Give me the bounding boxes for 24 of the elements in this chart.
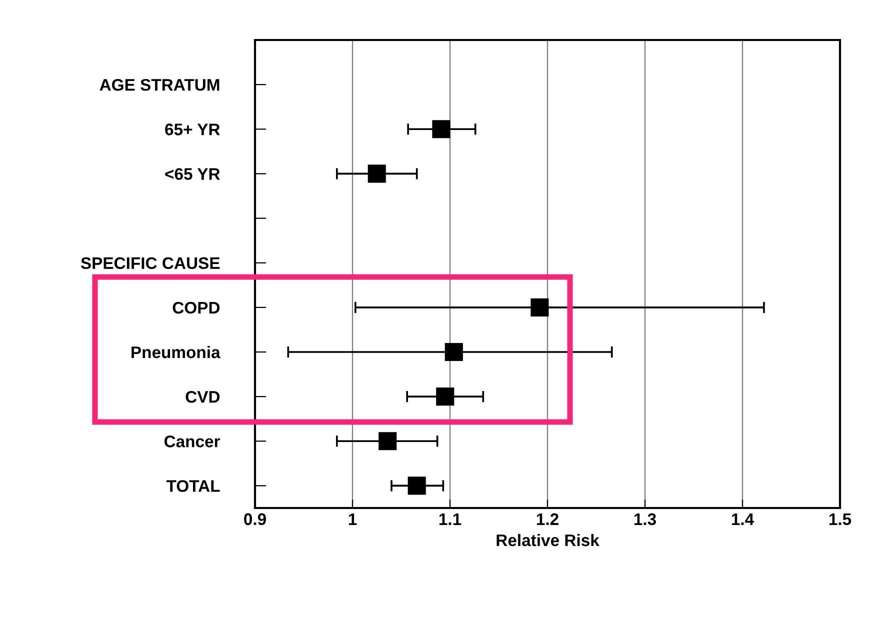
x-tick-label: 1.4 <box>732 513 754 525</box>
x-tick-label: 1.5 <box>829 513 852 526</box>
x-tick-label: 1.2 <box>536 513 558 525</box>
y-tick-label: SPECIFIC CAUSE <box>80 257 220 270</box>
y-tick-label: Cancer <box>164 436 220 448</box>
y-tick-label: COPD <box>172 302 220 314</box>
x-axis-title: Relative Risk <box>496 534 600 546</box>
y-tick-label: TOTAL <box>166 480 220 492</box>
y-tick-label: 65+ YR <box>165 124 220 136</box>
point <box>432 120 450 138</box>
point <box>378 432 397 450</box>
x-tick-label: 0.9 <box>244 513 266 526</box>
y-tick-label: <65 YR <box>165 168 220 180</box>
point <box>408 476 426 495</box>
x-tick-label: 1 <box>348 513 357 525</box>
point <box>444 342 463 362</box>
point <box>530 298 549 316</box>
y-tick-label: CVD <box>186 390 220 403</box>
y-tick-label: AGE STRATUM <box>100 78 220 91</box>
point <box>436 388 454 406</box>
x-tick-label: 1.3 <box>634 513 656 526</box>
point <box>368 164 386 183</box>
y-tick-label: Pneumonia <box>132 346 220 358</box>
x-tick-label: 1.1 <box>439 513 462 525</box>
